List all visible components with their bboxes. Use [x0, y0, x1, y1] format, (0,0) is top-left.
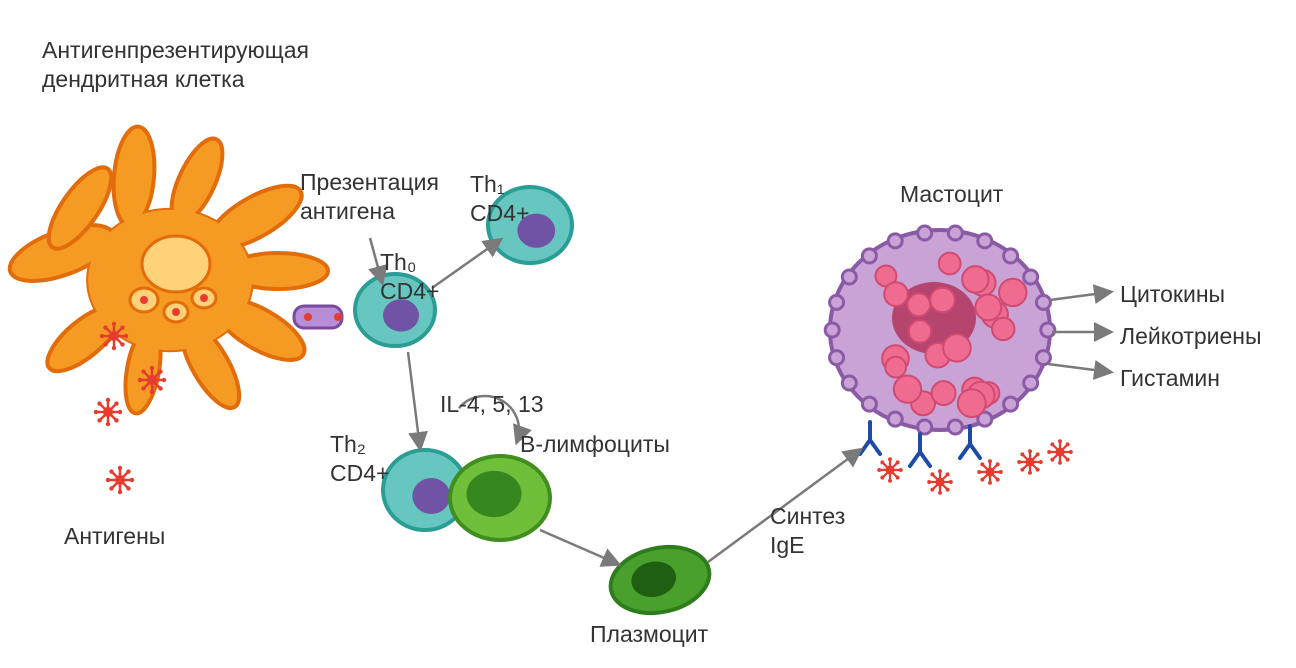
- diagram-svg: [0, 0, 1296, 668]
- label-antigens: Антигены: [64, 522, 165, 551]
- label-ige: Синтез IgE: [770, 502, 845, 560]
- label-b-lymphocytes: В-лимфоциты: [520, 430, 670, 459]
- label-antigen-presentation: Презентация антигена: [300, 168, 439, 226]
- label-il: IL-4, 5, 13: [440, 390, 544, 419]
- label-leukotrienes: Лейкотриены: [1120, 322, 1262, 351]
- label-th2: Th₂ CD4+: [330, 430, 389, 488]
- label-plasmocyte: Плазмоцит: [590, 620, 708, 649]
- label-histamine: Гистамин: [1120, 364, 1220, 393]
- label-th1: Th₁ CD4+: [470, 170, 529, 228]
- diagram-stage: Антигенпрезентирующая дендритная клетка …: [0, 0, 1296, 668]
- label-dendritic-title: Антигенпрезентирующая дендритная клетка: [42, 36, 309, 94]
- label-mastocyte: Мастоцит: [900, 180, 1003, 209]
- label-th0: Th₀ CD4+: [380, 248, 439, 306]
- label-cytokines: Цитокины: [1120, 280, 1225, 309]
